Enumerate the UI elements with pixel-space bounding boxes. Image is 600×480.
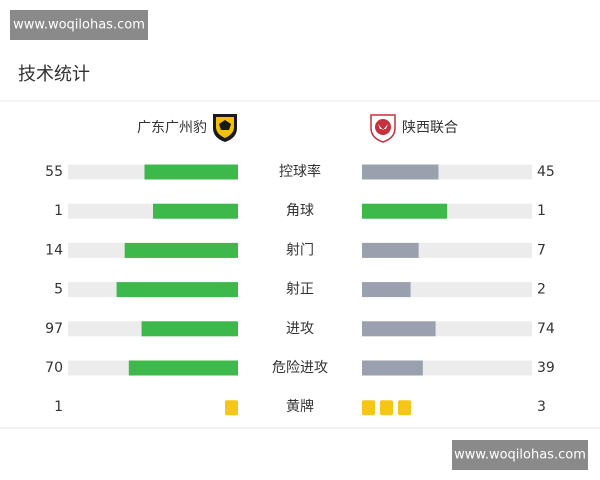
home-value: 1 (54, 399, 63, 415)
home-bar (153, 203, 238, 219)
home-bar (144, 164, 238, 180)
stat-label: 进攻 (286, 321, 314, 337)
away-value: 7 (537, 242, 546, 258)
away-value: 74 (537, 321, 555, 337)
stat-label: 射门 (286, 242, 314, 258)
home-team-logo (213, 114, 237, 142)
home-bar (116, 282, 238, 298)
away-team-logo (370, 114, 396, 143)
away-bar (362, 164, 439, 180)
away-team-name: 陕西联合 (402, 120, 458, 136)
watermark: www.woqilohas.com (454, 448, 586, 463)
home-bar (128, 360, 238, 376)
yellow-card (380, 400, 393, 416)
home-bar (141, 321, 238, 337)
away-bar (362, 360, 423, 376)
yellow-card (398, 400, 411, 416)
away-bar (362, 321, 436, 337)
stat-label: 危险进攻 (272, 360, 328, 376)
away-value: 1 (537, 203, 546, 219)
home-team-name: 广东广州豹 (137, 120, 207, 136)
home-value: 14 (45, 242, 63, 258)
away-value: 3 (537, 399, 546, 415)
watermark: www.woqilohas.com (13, 18, 145, 33)
away-bar (362, 282, 411, 298)
away-bar (362, 242, 419, 258)
home-value: 5 (54, 282, 63, 298)
home-value: 70 (45, 360, 63, 376)
away-bar (362, 203, 447, 219)
home-bar (124, 242, 238, 258)
stat-label: 角球 (286, 203, 314, 219)
stat-label: 黄牌 (286, 398, 314, 415)
home-value: 97 (45, 321, 63, 337)
stat-label: 射正 (286, 282, 314, 298)
home-value: 55 (45, 164, 63, 180)
away-value: 45 (537, 164, 555, 180)
watermark-box (10, 10, 148, 40)
section-title: 技术统计 (18, 64, 90, 85)
away-value: 39 (537, 360, 555, 376)
stat-label: 控球率 (279, 163, 321, 180)
yellow-card (225, 400, 238, 416)
away-value: 2 (537, 282, 546, 298)
watermark-box (452, 440, 588, 470)
home-value: 1 (54, 203, 63, 219)
yellow-card (362, 400, 375, 416)
